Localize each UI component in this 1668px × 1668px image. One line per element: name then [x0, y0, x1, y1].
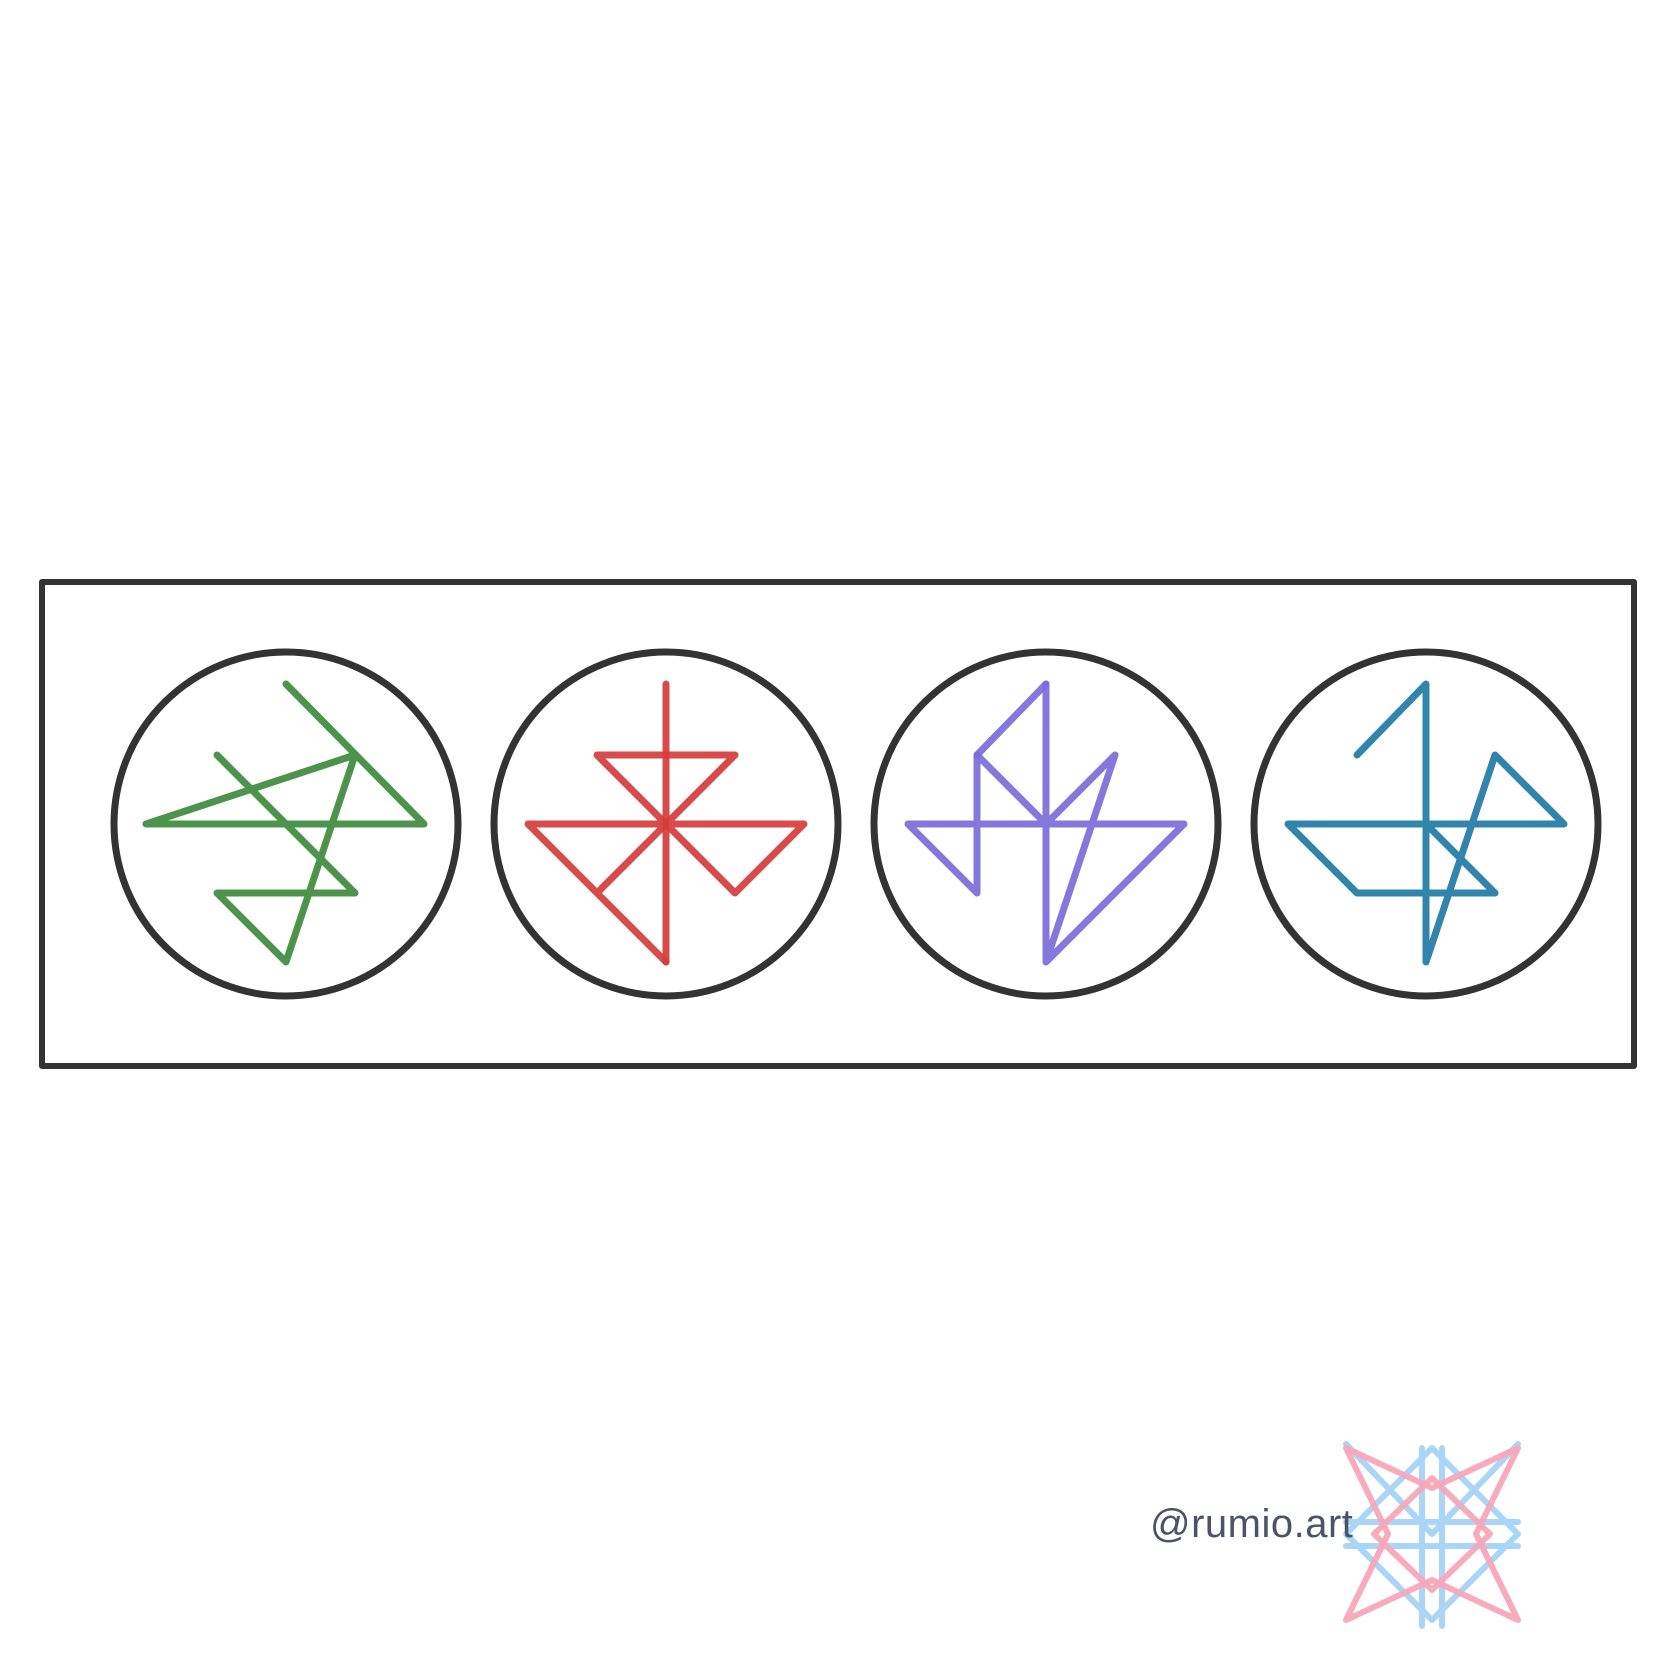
- sigil-circle-3: [870, 648, 1222, 1000]
- sigil-purple-spine: [973, 680, 1050, 759]
- artist-handle: @rumio.art: [1150, 1502, 1354, 1546]
- frame-rectangle: [39, 579, 1637, 1069]
- sigil-green: [142, 680, 428, 966]
- sigil-red: [524, 680, 808, 966]
- sigil-blue: [1284, 680, 1568, 966]
- sigil-circle-4: [1250, 648, 1602, 1000]
- sigil-circle-1: [110, 648, 462, 1000]
- star-knot-logo-icon: [1343, 1441, 1521, 1629]
- sigil-circle-2: [490, 648, 842, 1000]
- sigil-purple: [904, 680, 1188, 966]
